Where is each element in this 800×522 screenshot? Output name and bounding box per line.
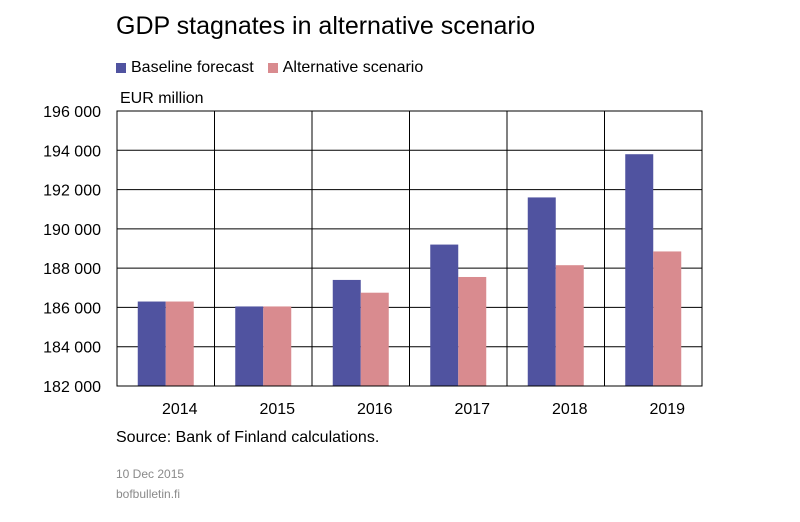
bar-baseline-2017 <box>430 244 459 386</box>
publication-date: 10 Dec 2015 <box>116 467 185 481</box>
bar-alternative-2016 <box>360 292 389 386</box>
y-axis-unit-label: EUR million <box>120 90 204 107</box>
bar-baseline-2019 <box>625 154 654 386</box>
chart-title: GDP stagnates in alternative scenario <box>116 12 536 40</box>
legend-swatch-baseline <box>116 63 126 73</box>
y-tick-label: 190 000 <box>43 222 101 239</box>
x-tick-label: 2015 <box>259 401 295 418</box>
site-name: bofbulletin.fi <box>116 487 181 501</box>
x-tick-label: 2014 <box>162 401 198 418</box>
y-tick-label: 188 000 <box>43 261 101 278</box>
bar-alternative-2015 <box>263 306 292 386</box>
bar-baseline-2016 <box>332 279 361 386</box>
source-note: Source: Bank of Finland calculations. <box>116 429 380 446</box>
legend-label-baseline: Baseline forecast <box>131 59 254 76</box>
x-tick-label: 2016 <box>357 401 393 418</box>
y-tick-label: 196 000 <box>43 104 101 121</box>
bar-baseline-2018 <box>527 197 556 386</box>
bar-alternative-2018 <box>555 265 584 386</box>
y-tick-label: 184 000 <box>43 340 101 357</box>
legend-label-alternative: Alternative scenario <box>282 59 424 76</box>
x-tick-label: 2018 <box>552 401 588 418</box>
plot-frame <box>116 110 703 387</box>
y-tick-label: 194 000 <box>43 143 101 160</box>
bar-baseline-2014 <box>137 301 166 386</box>
legend-item-baseline: Baseline forecast <box>116 59 254 77</box>
x-tick-label: 2017 <box>454 401 490 418</box>
legend-item-alternative: Alternative scenario <box>267 59 424 77</box>
legend: Baseline forecast Alternative scenario <box>116 59 437 77</box>
y-tick-label: 186 000 <box>43 300 101 317</box>
bar-baseline-2015 <box>235 306 264 386</box>
legend-swatch-alternative <box>267 63 278 73</box>
bar-alternative-2017 <box>458 276 487 386</box>
y-tick-label: 182 000 <box>43 379 101 396</box>
bar-alternative-2019 <box>653 251 682 386</box>
y-tick-label: 192 000 <box>43 183 101 200</box>
x-tick-label: 2019 <box>649 401 685 418</box>
bar-alternative-2014 <box>165 301 194 386</box>
